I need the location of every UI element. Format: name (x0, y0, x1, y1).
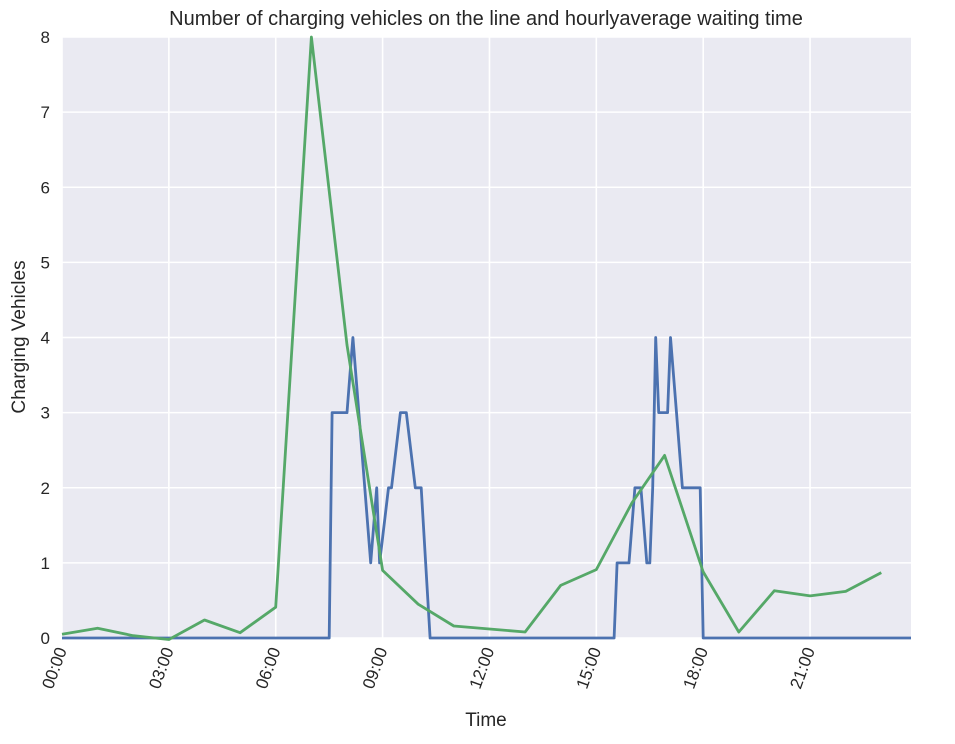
y-tick-label: 5 (41, 253, 50, 272)
series-line-2 (61, 35, 882, 641)
x-tick-label: 09:00 (359, 645, 391, 691)
x-tick-label: 18:00 (680, 645, 712, 691)
y-tick-label: 1 (41, 554, 50, 573)
grid (61, 36, 911, 639)
x-tick-label: 21:00 (786, 645, 818, 691)
x-tick-label: 00:00 (38, 645, 70, 691)
x-tick-label: 15:00 (573, 645, 605, 691)
y-tick-label: 8 (41, 28, 50, 47)
y-tick-label: 7 (41, 103, 50, 122)
y-tick-label: 3 (41, 404, 50, 423)
y-tick-labels: 0 1 2 3 4 5 6 7 8 (41, 28, 50, 648)
x-tick-label: 03:00 (145, 645, 177, 691)
series-line-1 (62, 336, 911, 640)
series-lines (61, 35, 911, 641)
y-tick-label: 4 (41, 329, 50, 348)
x-tick-labels: 00:00 03:00 06:00 09:00 12:00 15:00 18:00 21:00 (38, 645, 818, 691)
y-tick-label: 2 (41, 479, 50, 498)
y-tick-label: 6 (41, 178, 50, 197)
x-axis-label: Time (465, 710, 507, 731)
y-tick-label: 0 (41, 629, 50, 648)
x-tick-label: 06:00 (252, 645, 284, 691)
x-tick-label: 12:00 (466, 645, 498, 691)
chart-title: Number of charging vehicles on the line … (169, 8, 803, 30)
y-axis-label: Charging Vehicles (9, 260, 30, 413)
